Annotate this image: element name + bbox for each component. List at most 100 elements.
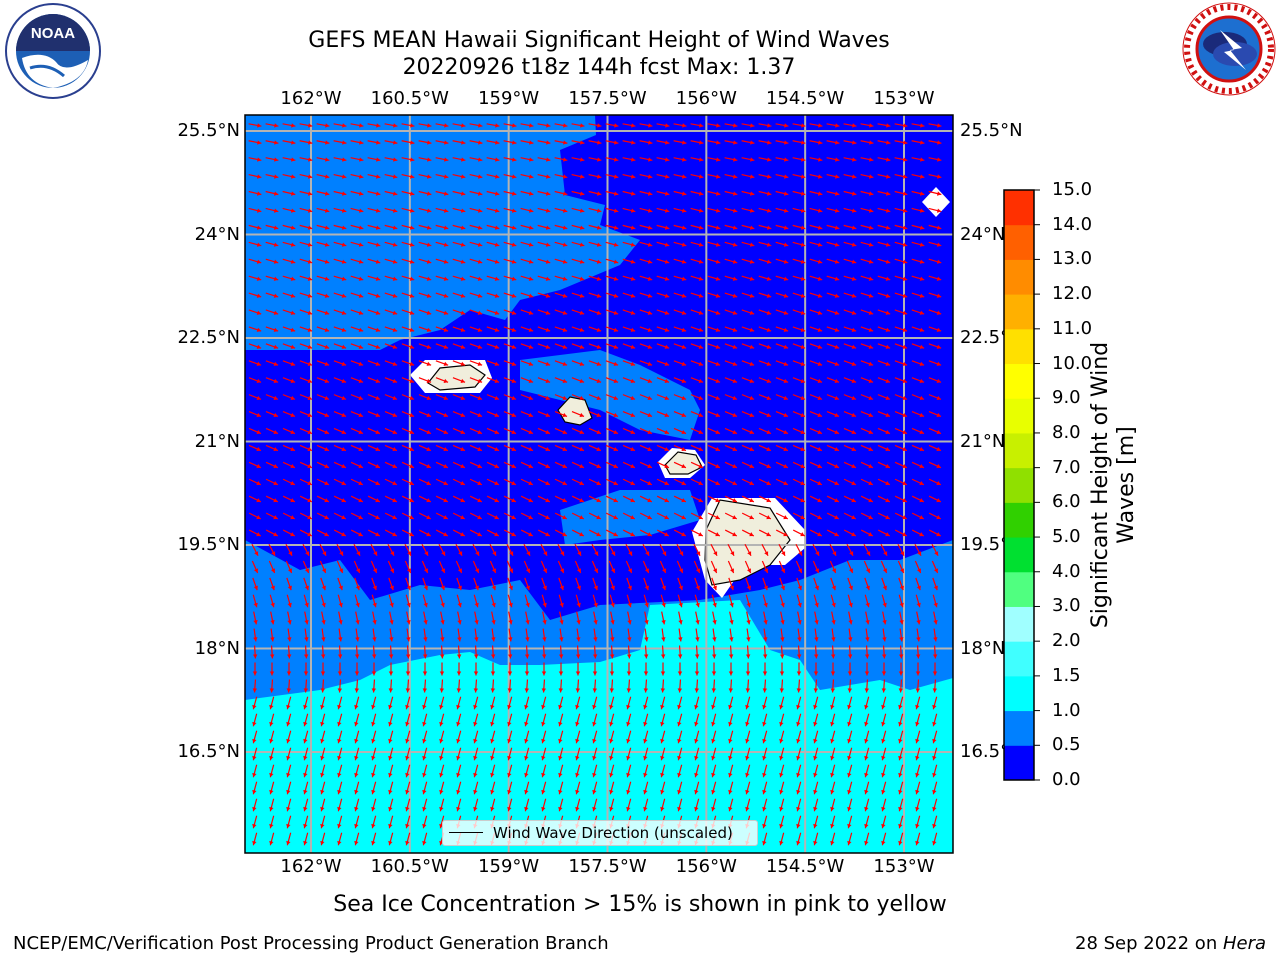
wind-arrow-head [409,208,415,213]
wind-arrow-head [579,361,585,366]
wind-arrow-head [749,446,754,452]
wind-arrow-head [868,481,873,486]
wind-arrow-head [643,755,648,761]
wind-arrow-head [681,242,687,247]
wind-arrow-head [919,242,925,247]
wind-arrow-head [834,310,840,315]
footer-host: Hera [1222,933,1266,954]
wind-arrow-head [477,361,483,366]
wind-arrow-head [409,464,414,469]
wind-arrow-head [273,344,279,349]
chart-title-line2: 20220926 t18z 144h fcst Max: 1.37 [402,55,796,80]
wind-arrow-head [715,464,720,469]
wind-arrow-head [613,225,619,230]
wind-arrow-head [749,157,755,162]
lon-tick-top: 159°W [478,88,540,109]
wind-arrow-head [392,293,398,298]
wind-arrow-head [494,532,499,537]
wind-arrow-head [885,293,891,298]
wind-arrow-head [630,242,636,247]
wind-arrow-head [936,310,942,315]
wind-arrow-head [458,551,463,556]
wind-arrow-head [596,259,602,264]
wind-arrow-head [525,568,531,573]
wind-arrow-head [715,293,721,298]
lat-tick-left: 19.5°N [177,534,240,555]
wind-arrow-head [307,174,313,179]
wind-arrow-head [745,755,750,761]
wind-arrow-head [528,412,534,417]
wind-arrow-head [388,704,393,710]
wind-arrow-head [358,515,363,520]
wind-arrow-head [647,242,653,247]
wind-arrow-head [303,654,309,659]
wind-arrow-head [613,208,619,213]
wind-arrow-head [409,515,414,520]
wind-arrow-head [305,551,310,556]
wind-arrow-head [559,619,564,625]
wind-arrow-head [307,361,313,366]
colorbar-tick-label: 5.0 [1052,526,1081,548]
wind-arrow-head [783,481,788,486]
wind-arrow-head [919,327,925,332]
wind-arrow-head [715,191,721,196]
wind-arrow-head [511,446,516,452]
wind-arrow-head [256,412,262,417]
wind-arrow-head [936,174,942,179]
wind-arrow-head [813,688,819,693]
wind-arrow-head [457,637,462,642]
wind-arrow-head [885,532,890,537]
wind-arrow-head [745,738,750,744]
wind-arrow-head [494,276,500,281]
wind-arrow-head [252,688,258,693]
wind-arrow-head [528,429,533,434]
wind-arrow-head [579,293,585,298]
wind-arrow-head [511,157,517,162]
wind-arrow-head [643,688,649,693]
wind-arrow-head [490,772,495,778]
wind-arrow-head [371,823,376,829]
wind-arrow-head [851,344,857,349]
wind-arrow-head [762,789,767,795]
wind-arrow-head [558,755,563,761]
wind-arrow-head [290,276,296,281]
wind-arrow-head [610,585,615,591]
wind-arrow-head [596,429,601,434]
wind-arrow-head [698,225,704,230]
wind-arrow-head [427,123,432,128]
wind-arrow-head [270,619,275,625]
wind-arrow-head [491,602,496,608]
wind-arrow-head [358,310,364,315]
wind-arrow-head [745,721,750,727]
wind-arrow-head [375,481,380,486]
wind-arrow-head [371,671,377,676]
wind-arrow-head [932,806,937,812]
wind-arrow-head [528,293,534,298]
wind-arrow-head [681,481,686,486]
wind-arrow-head [541,654,547,659]
wind-arrow-head [342,140,347,145]
wind-arrow-head [609,738,614,744]
wind-arrow-head [868,344,874,349]
wind-arrow-head [800,276,806,281]
wind-arrow-head [460,446,465,452]
wind-arrow-head [341,276,347,281]
wind-arrow-head [902,208,908,213]
wind-arrow-head [885,429,890,434]
wind-arrow-head [763,602,768,608]
wind-arrow-head [902,327,908,332]
wind-arrow-head [286,840,291,846]
wind-arrow-head [477,464,482,469]
wind-arrow-head [915,738,920,744]
wind-arrow-head [508,585,513,591]
wind-arrow-head [388,721,393,727]
wind-arrow-head [324,532,329,537]
wind-arrow-head [273,378,279,383]
wind-arrow-head [847,755,852,761]
wind-arrow-head [732,498,737,503]
wind-arrow-head [290,174,296,179]
wind-arrow-head [936,395,942,400]
wind-arrow-head [269,755,274,761]
wind-arrow-head [341,446,346,452]
wind-arrow-head [545,293,551,298]
